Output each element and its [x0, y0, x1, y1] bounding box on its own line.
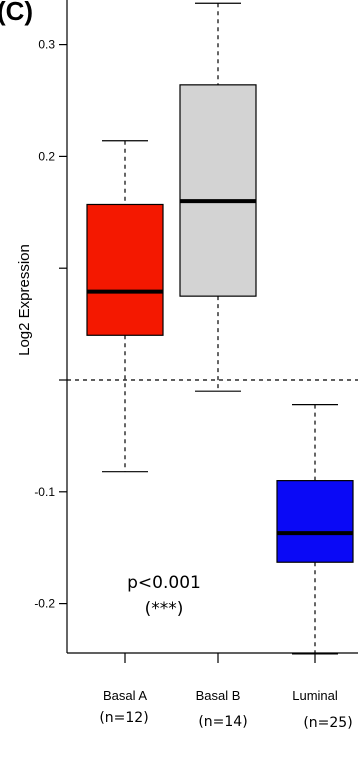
- sample-size-label: (n=14): [198, 714, 247, 730]
- x-tick-label: Luminal: [292, 688, 338, 703]
- significance-annotation: (***): [145, 599, 184, 619]
- sample-size-label: (n=12): [99, 710, 148, 726]
- x-tick-label: Basal B: [196, 688, 241, 703]
- x-tick-label: Basal A: [103, 688, 147, 703]
- y-tick-label: 0.2: [38, 149, 55, 163]
- sample-size-label: (n=25): [303, 715, 352, 731]
- box-group: [276, 403, 354, 655]
- box-group: [179, 2, 257, 392]
- box-rect: [276, 480, 354, 563]
- y-axis-label: Log2 Expression: [16, 244, 33, 356]
- box-rect: [86, 203, 164, 336]
- y-tick-label: -0.2: [34, 597, 55, 611]
- p-value-annotation: p<0.001: [127, 573, 201, 593]
- panel-label: (C): [0, 0, 33, 26]
- box-rect: [179, 84, 257, 297]
- plot-area: -0.2 -0.1 0.2 0.3 Basal A (n=12) Basal B (n=14)…: [34, 0, 358, 731]
- box-group: [86, 140, 164, 473]
- y-tick-label: -0.1: [34, 485, 55, 499]
- y-tick-label: 0.3: [38, 38, 55, 52]
